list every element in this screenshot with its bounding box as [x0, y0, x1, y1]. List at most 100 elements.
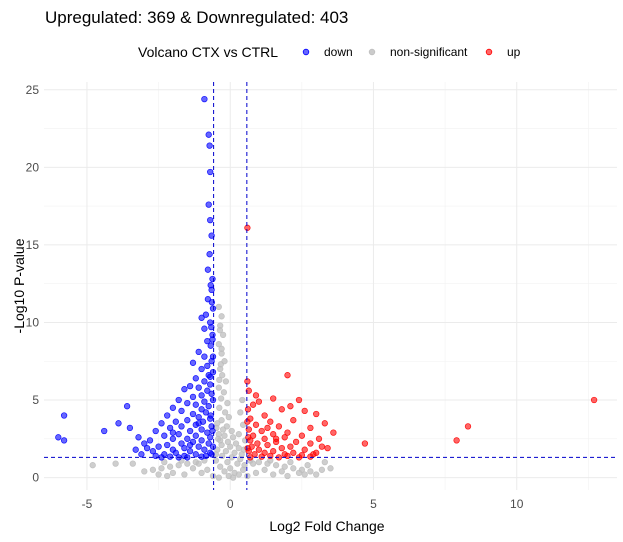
point-up — [307, 424, 314, 432]
point-down — [189, 393, 197, 401]
point-down — [143, 444, 151, 452]
point-non-significant — [227, 465, 234, 472]
point-up — [264, 424, 271, 432]
point-down — [178, 407, 185, 415]
point-non-significant — [307, 468, 314, 475]
point-up — [272, 435, 280, 442]
point-up — [290, 417, 297, 424]
point-non-significant — [169, 469, 177, 477]
point-down — [201, 95, 208, 103]
point-non-significant — [215, 384, 222, 391]
point-down — [155, 443, 162, 450]
point-up — [284, 429, 291, 436]
point-non-significant — [237, 409, 244, 416]
point-non-significant — [261, 466, 268, 473]
y-tick-label: 10 — [26, 315, 40, 329]
point-non-significant — [219, 372, 226, 379]
y-tick-label: 0 — [32, 471, 39, 485]
point-down — [123, 403, 131, 410]
y-axis-ticks: 0 5 10 15 20 25 — [26, 83, 40, 485]
point-down — [152, 427, 159, 435]
point-non-significant — [227, 443, 234, 450]
point-non-significant — [164, 472, 171, 480]
point-up — [244, 378, 251, 385]
point-non-significant — [224, 458, 231, 466]
point-down — [209, 305, 217, 312]
point-up — [275, 423, 283, 430]
point-non-significant — [278, 468, 285, 475]
point-down — [149, 448, 157, 455]
point-down — [184, 435, 191, 442]
point-non-significant — [89, 462, 96, 469]
point-non-significant — [209, 472, 217, 480]
point-non-significant — [255, 458, 263, 466]
data-points — [55, 95, 598, 481]
point-non-significant — [304, 462, 311, 469]
point-non-significant — [249, 460, 257, 467]
legend-label-up: up — [507, 45, 521, 59]
point-up — [287, 403, 294, 410]
point-non-significant — [219, 331, 227, 339]
point-up — [453, 437, 460, 444]
point-up — [284, 372, 291, 379]
point-up — [261, 435, 268, 442]
point-non-significant — [222, 378, 230, 385]
point-up — [287, 443, 294, 450]
point-non-significant — [321, 458, 328, 466]
point-down — [161, 432, 168, 439]
point-down — [207, 282, 214, 289]
point-up — [590, 396, 598, 404]
point-non-significant — [149, 466, 157, 473]
point-up — [318, 443, 326, 450]
point-down — [181, 386, 188, 393]
y-tick-label: 20 — [26, 160, 40, 174]
point-down — [209, 275, 216, 283]
point-down — [192, 375, 199, 382]
point-down — [169, 435, 177, 442]
point-up — [244, 406, 252, 413]
point-down — [198, 453, 205, 460]
point-non-significant — [175, 462, 182, 469]
point-up — [258, 427, 265, 435]
point-non-significant — [235, 444, 242, 452]
x-tick-label: -5 — [82, 497, 93, 511]
point-down — [201, 398, 208, 405]
point-up — [330, 429, 337, 436]
point-down — [195, 420, 202, 427]
point-up — [270, 448, 277, 455]
point-non-significant — [225, 413, 232, 421]
x-axis-ticks: -5 0 5 10 — [82, 497, 524, 511]
y-axis-label: -Log10 P-value — [11, 238, 27, 333]
point-down — [164, 412, 171, 419]
point-down — [206, 251, 213, 258]
point-up — [254, 440, 261, 447]
point-down — [198, 426, 205, 433]
point-non-significant — [252, 469, 260, 477]
point-up — [464, 423, 472, 430]
point-down — [184, 399, 191, 407]
point-non-significant — [221, 432, 228, 439]
point-down — [204, 266, 212, 273]
point-down — [184, 417, 191, 424]
y-tick-label: 5 — [32, 393, 39, 407]
point-non-significant — [228, 427, 235, 435]
threshold-lines — [44, 82, 617, 490]
legend-label-non-significant: non-significant — [390, 45, 468, 59]
point-non-significant — [295, 469, 303, 477]
point-down — [60, 412, 68, 419]
point-non-significant — [221, 468, 228, 475]
point-down — [181, 444, 188, 452]
legend-key-down — [302, 48, 310, 56]
point-down — [166, 453, 174, 460]
point-down — [198, 365, 205, 373]
point-non-significant — [235, 471, 242, 478]
point-down — [146, 437, 154, 444]
point-down — [198, 437, 205, 444]
point-down — [141, 440, 148, 447]
point-non-significant — [215, 303, 222, 311]
point-up — [249, 401, 257, 408]
point-non-significant — [220, 389, 228, 396]
point-up — [245, 434, 252, 441]
point-up — [324, 444, 331, 452]
